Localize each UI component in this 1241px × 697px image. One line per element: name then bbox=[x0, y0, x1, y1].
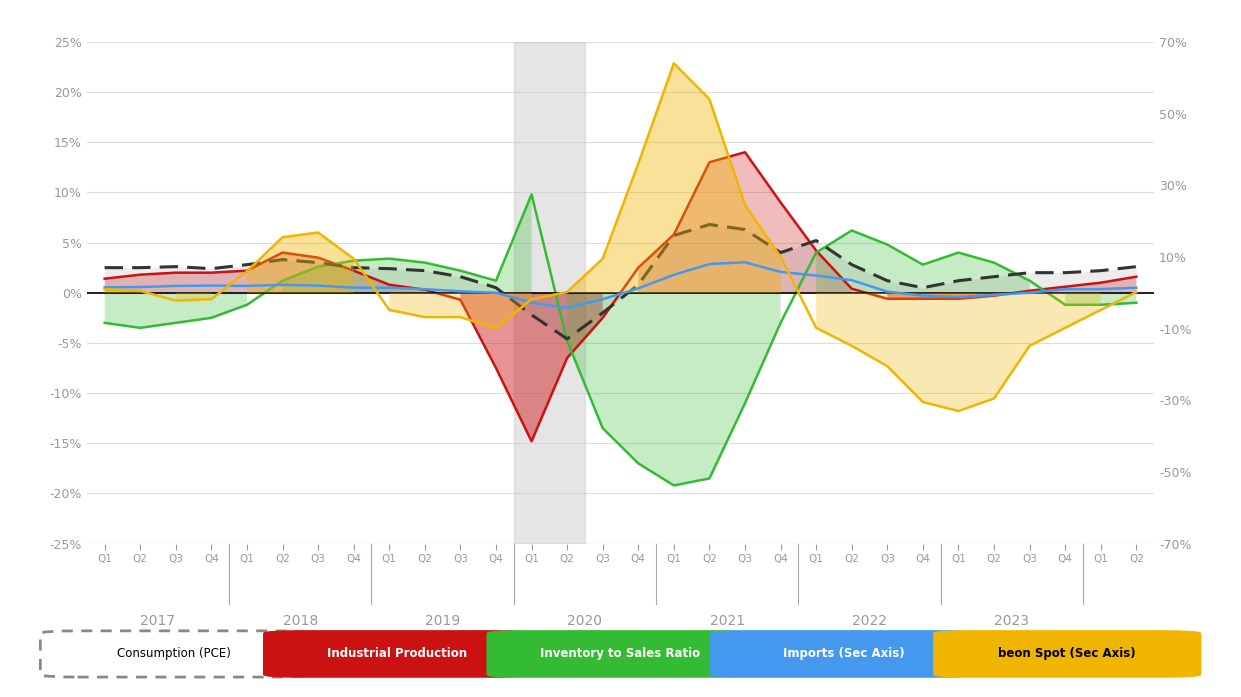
Text: 2022: 2022 bbox=[853, 614, 887, 628]
Bar bbox=[514, 42, 585, 544]
Text: 2023: 2023 bbox=[994, 614, 1029, 628]
FancyBboxPatch shape bbox=[710, 631, 978, 677]
Text: 2017: 2017 bbox=[140, 614, 175, 628]
Text: beon Spot (Sec Axis): beon Spot (Sec Axis) bbox=[999, 648, 1136, 661]
Text: Industrial Production: Industrial Production bbox=[328, 648, 467, 661]
FancyBboxPatch shape bbox=[933, 631, 1200, 677]
FancyBboxPatch shape bbox=[40, 631, 307, 677]
Text: 2021: 2021 bbox=[710, 614, 745, 628]
FancyBboxPatch shape bbox=[486, 631, 753, 677]
Text: Consumption (PCE): Consumption (PCE) bbox=[117, 648, 231, 661]
Text: 2020: 2020 bbox=[567, 614, 602, 628]
Text: Inventory to Sales Ratio: Inventory to Sales Ratio bbox=[540, 648, 701, 661]
Text: 2019: 2019 bbox=[424, 614, 460, 628]
Text: Imports (Sec Axis): Imports (Sec Axis) bbox=[783, 648, 905, 661]
Text: 2018: 2018 bbox=[283, 614, 318, 628]
FancyBboxPatch shape bbox=[263, 631, 531, 677]
